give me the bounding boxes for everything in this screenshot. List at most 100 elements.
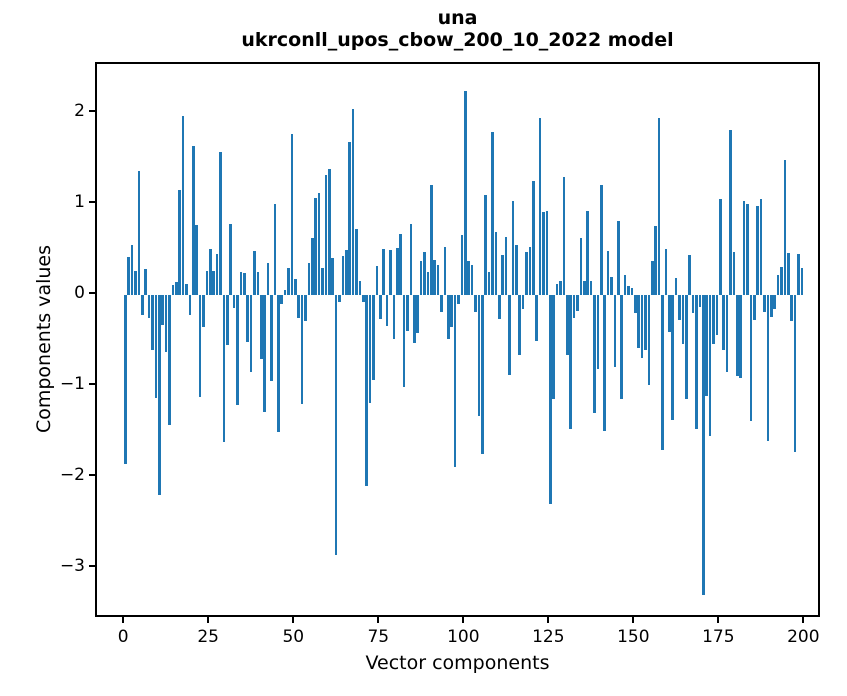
bar: [225, 295, 229, 346]
bar: [678, 295, 681, 320]
bar: [790, 295, 794, 322]
bar: [178, 189, 181, 296]
bar: [317, 193, 321, 296]
bar: [688, 255, 692, 296]
bar: [188, 295, 192, 316]
bar: [722, 295, 726, 350]
bar: [334, 295, 338, 556]
bar: [174, 281, 178, 296]
y-tick-label: −1: [59, 374, 85, 395]
bar: [698, 295, 702, 307]
bar: [378, 295, 382, 319]
bar: [433, 259, 436, 296]
bar: [725, 295, 729, 373]
bar: [406, 295, 409, 332]
bar: [702, 295, 705, 596]
bar: [613, 295, 617, 367]
bar: [164, 295, 168, 353]
bar: [453, 295, 457, 468]
bar: [266, 263, 270, 296]
x-axis-tick: [122, 617, 125, 623]
bar: [246, 295, 249, 343]
x-tick-label: 175: [702, 627, 735, 647]
x-axis-tick: [207, 617, 210, 623]
bar: [222, 295, 226, 443]
bar: [287, 267, 290, 296]
bar: [589, 280, 593, 296]
bar: [555, 284, 559, 296]
bar: [538, 117, 542, 296]
bar: [572, 295, 576, 318]
bar: [565, 295, 569, 356]
x-tick-label: 50: [282, 627, 305, 647]
bar: [715, 295, 719, 336]
y-tick-label: 0: [74, 283, 85, 304]
bar: [304, 295, 307, 322]
bar: [559, 280, 562, 296]
x-tick-label: 125: [532, 627, 565, 647]
bar: [616, 220, 620, 296]
bar: [671, 295, 675, 420]
bar: [756, 205, 760, 296]
bar: [542, 212, 545, 296]
chart-title: una ukrconll_upos_cbow_200_10_2022 model: [95, 7, 820, 51]
bar: [719, 198, 722, 296]
bar: [501, 255, 504, 296]
bar: [331, 257, 334, 296]
bar: [151, 295, 154, 350]
bar: [525, 252, 528, 296]
chart-title-line2: ukrconll_upos_cbow_200_10_2022 model: [241, 29, 674, 51]
bar: [647, 295, 651, 386]
bar: [134, 271, 137, 296]
plot-area: [95, 62, 820, 617]
bar: [487, 272, 491, 296]
bar: [399, 234, 402, 296]
x-axis-label: Vector components: [365, 652, 550, 674]
bar: [293, 278, 297, 296]
bar: [355, 228, 358, 296]
bar: [253, 251, 256, 296]
bar: [521, 295, 525, 309]
bar: [256, 272, 260, 296]
bar: [504, 236, 508, 296]
bar: [395, 247, 399, 296]
bar: [440, 295, 443, 313]
bar: [324, 175, 328, 296]
bar: [239, 272, 243, 296]
bar: [372, 295, 375, 380]
bar: [640, 295, 644, 358]
bar: [365, 295, 368, 487]
bar: [691, 295, 695, 314]
bar: [181, 115, 185, 296]
bar: [321, 267, 324, 296]
x-tick-label: 200: [787, 627, 820, 647]
bar: [695, 295, 698, 429]
bar: [633, 295, 637, 314]
bar: [569, 295, 572, 429]
bar: [664, 248, 668, 296]
bar: [310, 237, 314, 296]
bar: [446, 295, 450, 339]
bar: [668, 295, 671, 333]
bar: [494, 232, 498, 296]
bar: [314, 197, 317, 296]
bar: [654, 226, 658, 296]
bar: [739, 295, 743, 378]
bar: [661, 295, 664, 450]
bar: [375, 266, 379, 296]
bar: [712, 295, 715, 345]
bar: [202, 295, 205, 327]
bar: [429, 185, 433, 296]
bar: [382, 248, 385, 296]
x-axis-tick: [462, 617, 465, 623]
bar: [800, 267, 804, 296]
bar: [528, 246, 532, 296]
y-tick-label: −3: [59, 556, 85, 576]
bar: [351, 108, 355, 296]
bar: [736, 295, 739, 377]
bar: [596, 295, 600, 369]
bar: [195, 225, 198, 296]
bar: [419, 260, 423, 296]
bar: [535, 295, 538, 341]
